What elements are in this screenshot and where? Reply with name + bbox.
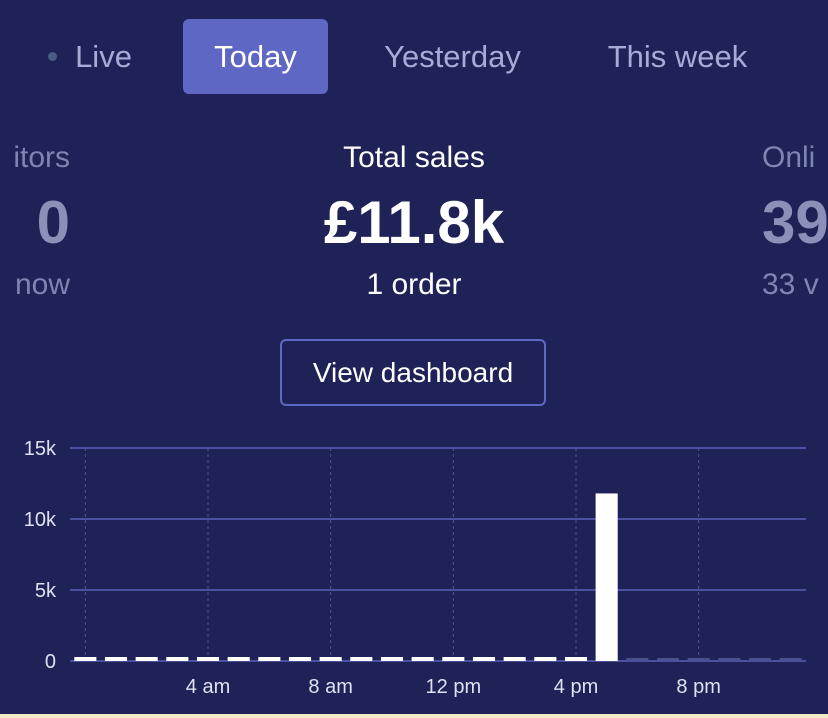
online-sub: 33 v [762, 268, 819, 301]
visitors-sub: now [14, 268, 70, 301]
tab-yesterday-label: Yesterday [384, 39, 521, 74]
bar [166, 657, 189, 661]
tab-this-week[interactable]: This week [585, 19, 770, 94]
tab-today-label: Today [214, 39, 297, 74]
bottom-divider [0, 714, 828, 718]
bar [442, 657, 465, 661]
bar [319, 657, 342, 661]
bar-future [718, 658, 741, 661]
tab-live-label: Live [75, 39, 132, 74]
x-tick-label: 4 am [186, 676, 230, 698]
bar [534, 657, 557, 661]
time-range-tabs: Live Today Yesterday This week [0, 19, 828, 94]
y-tick-label: 0 [45, 651, 56, 673]
y-tick-label: 15k [24, 438, 57, 460]
bar [227, 657, 250, 661]
visitors-value: 0 [36, 189, 70, 256]
bar [411, 657, 434, 661]
total-sales-label: Total sales [343, 141, 485, 174]
bar [472, 657, 496, 661]
bar-future [626, 658, 649, 661]
view-dashboard-button[interactable]: View dashboard [280, 339, 546, 406]
bar [380, 657, 404, 661]
x-tick-label: 12 pm [426, 676, 482, 698]
bar-future [779, 658, 802, 661]
bar [135, 657, 158, 661]
bar-future [687, 658, 710, 661]
bar [595, 493, 618, 661]
bar [564, 657, 588, 661]
bar [196, 657, 220, 661]
bar [503, 657, 526, 661]
total-sales-metric: Total sales £11.8k 1 order [260, 138, 568, 308]
bar [350, 657, 373, 661]
bar [288, 657, 312, 661]
online-label: Onli [762, 141, 816, 174]
sales-bar-chart: 0 5k 10k 15k 4 am 8 am 12 pm 4 pm 8 pm [24, 438, 806, 698]
visitors-metric[interactable]: itors 0 now [0, 138, 70, 308]
visitors-label: itors [13, 141, 70, 174]
bar [258, 657, 281, 661]
tab-live[interactable]: Live [40, 19, 140, 94]
order-count: 1 order [366, 268, 462, 301]
bar [104, 657, 128, 661]
x-tick-label: 8 pm [676, 676, 720, 698]
online-metric[interactable]: Onli 39 33 v [762, 138, 828, 308]
total-sales-value: £11.8k [323, 189, 505, 256]
bar-future [656, 658, 680, 661]
y-tick-label: 5k [35, 580, 57, 602]
tab-this-week-label: This week [607, 39, 748, 74]
tab-today[interactable]: Today [183, 19, 328, 94]
tab-yesterday[interactable]: Yesterday [365, 19, 540, 94]
bar-future [748, 658, 772, 661]
live-dot-icon [48, 52, 58, 62]
x-tick-label: 4 pm [554, 676, 598, 698]
bar [74, 657, 97, 661]
x-tick-label: 8 am [308, 676, 352, 698]
online-value: 39 [762, 189, 828, 256]
y-tick-label: 10k [24, 509, 57, 531]
